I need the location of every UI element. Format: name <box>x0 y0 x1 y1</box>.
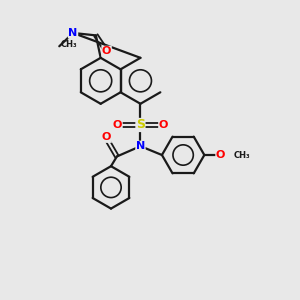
Text: N: N <box>136 141 145 151</box>
Text: CH₃: CH₃ <box>234 151 250 160</box>
Text: S: S <box>136 118 145 131</box>
Text: O: O <box>113 120 122 130</box>
Text: O: O <box>102 46 111 56</box>
Text: CH₃: CH₃ <box>61 40 77 49</box>
Text: O: O <box>159 120 168 130</box>
Text: O: O <box>102 132 111 142</box>
Text: N: N <box>68 28 78 38</box>
Text: O: O <box>216 150 225 160</box>
